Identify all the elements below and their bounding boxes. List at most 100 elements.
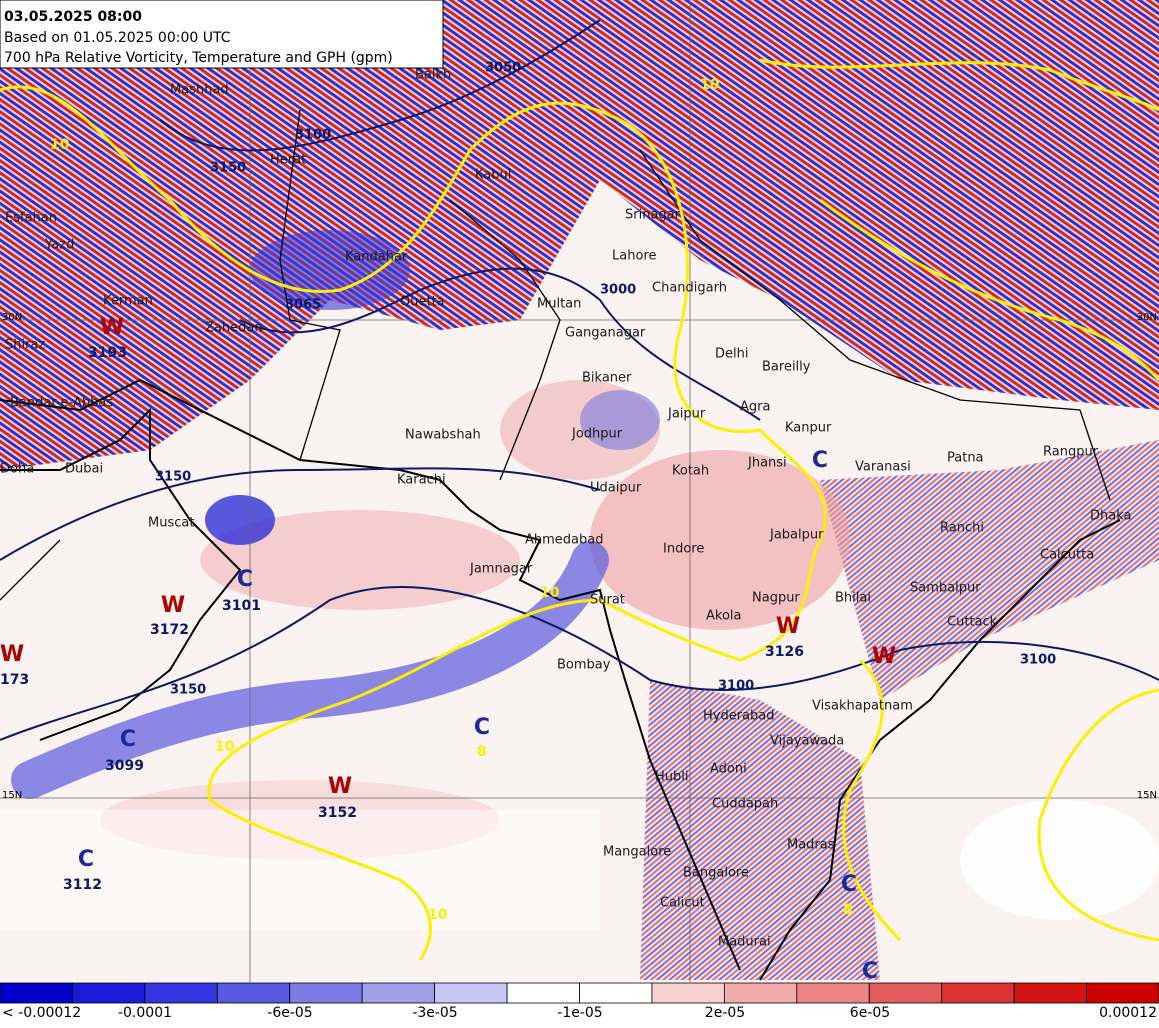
city-label: Balkh xyxy=(415,68,451,83)
city-label: Jodhpur xyxy=(571,427,623,442)
city-label: Ranchi xyxy=(940,521,984,536)
city-label: Varanasi xyxy=(855,460,911,475)
center-letter: C xyxy=(120,727,136,752)
city-label: Calcutta xyxy=(1040,548,1094,563)
city-label: Shiraz xyxy=(5,338,45,353)
colorbar-segment xyxy=(651,982,725,1004)
city-label: Bombay xyxy=(557,658,611,673)
city-label: Quetta xyxy=(400,295,445,310)
colorbar-label: -3e-05 xyxy=(412,1005,457,1021)
center-letter: C xyxy=(78,847,94,872)
city-label: Hubli xyxy=(655,770,689,785)
center-value: 3112 xyxy=(63,877,102,893)
city-label: Doha xyxy=(0,462,34,477)
colorbar-label: -0.0001 xyxy=(118,1005,172,1021)
city-label: Nawabshah xyxy=(405,428,481,443)
center-value: 3193 xyxy=(88,345,127,361)
grid-label: 30N xyxy=(1137,312,1157,323)
colorbar-segment xyxy=(868,982,943,1004)
city-label: Jaipur xyxy=(667,407,706,422)
center-value: 3172 xyxy=(150,622,189,638)
header-based-on: Based on 01.05.2025 00:00 UTC xyxy=(4,30,231,46)
city-label: Herat xyxy=(270,153,306,168)
temperature-label: 10 xyxy=(215,739,235,755)
contour-label: 3100 xyxy=(1020,653,1056,668)
city-label: Vijayawada xyxy=(770,734,844,749)
center-letter: C xyxy=(474,715,490,740)
city-label: Ganganagar xyxy=(565,326,646,341)
city-label: Dhaka xyxy=(1090,509,1131,524)
center-letter: C xyxy=(841,872,857,897)
city-label: Multan xyxy=(537,297,581,312)
center-value: 8 xyxy=(843,902,853,918)
grid-label: 30N xyxy=(2,312,22,323)
contour-label: 3000 xyxy=(600,283,636,298)
temperature-contours xyxy=(0,58,1159,961)
city-label: Bandar-e-Abbas xyxy=(10,396,113,411)
grid xyxy=(0,0,1159,982)
colorbar-segment xyxy=(72,982,146,1004)
colorbar-segment xyxy=(289,982,363,1004)
city-label: Hyderabad xyxy=(703,709,775,724)
center-letter: C xyxy=(862,959,878,984)
city-label: Kanpur xyxy=(785,421,832,436)
grid-label: 15N xyxy=(1137,790,1157,801)
center-letter: C xyxy=(237,567,253,592)
city-label: Esfahan xyxy=(5,211,57,226)
city-label: Delhi xyxy=(715,347,748,362)
contour-label: 3100 xyxy=(295,128,331,143)
colorbar-segment xyxy=(506,982,580,1004)
center-letter: W xyxy=(0,642,24,667)
temperature-label: 10 xyxy=(540,585,560,601)
center-letter: W xyxy=(100,315,124,340)
contour-label: 3150 xyxy=(170,683,206,698)
colorbar-segment xyxy=(796,982,870,1004)
city-label: Surat xyxy=(590,593,625,608)
colorbar-segment xyxy=(723,982,798,1004)
colorbar-segment xyxy=(434,982,508,1004)
colorbar-segment xyxy=(0,982,73,1004)
center-value: 8 xyxy=(477,744,487,760)
city-label: Kabul xyxy=(475,168,511,183)
city-label: Dubai xyxy=(65,462,103,477)
city-label: Jabalpur xyxy=(769,528,824,543)
header-title: 700 hPa Relative Vorticity, Temperature … xyxy=(4,50,393,66)
city-label: Udaipur xyxy=(590,481,642,496)
city-label: Yazd xyxy=(44,238,74,253)
header-date: 03.05.2025 08:00 xyxy=(4,9,142,25)
contour-label: 3050 xyxy=(485,61,521,76)
header-box: 03.05.2025 08:00 Based on 01.05.2025 00:… xyxy=(0,0,444,69)
center-letter: W xyxy=(161,593,185,618)
center-letter: W xyxy=(872,644,896,669)
center-letter: C xyxy=(812,448,828,473)
city-label: Cuttack xyxy=(947,615,998,630)
city-label: Calicut xyxy=(660,896,705,911)
city-label: Indore xyxy=(663,542,704,557)
colorbar-label: < -0.00012 xyxy=(2,1005,81,1021)
city-label: Kandahar xyxy=(345,250,408,265)
temperature-label: 10 xyxy=(50,137,70,153)
center-letter: W xyxy=(328,774,352,799)
center-value: 3101 xyxy=(222,598,261,614)
coastlines xyxy=(0,378,1121,981)
center-value: 3126 xyxy=(765,644,804,660)
city-label: Madurai xyxy=(718,935,771,950)
city-label: Akola xyxy=(706,609,742,624)
city-label: Madras xyxy=(787,838,835,853)
city-label: Nagpur xyxy=(752,591,800,606)
colorbar: < -0.00012 -0.0001 -6e-05 -3e-05 -1e-05 2e-05… xyxy=(0,982,1159,1021)
city-label: Mangalore xyxy=(603,845,671,860)
center-value: 3152 xyxy=(318,805,357,821)
city-label: Patna xyxy=(947,451,984,466)
city-label: Adoni xyxy=(710,762,747,777)
grid-label: 15N xyxy=(2,790,22,801)
city-label: Lahore xyxy=(612,249,656,264)
city-label: Visakhapatnam xyxy=(812,699,913,714)
city-label: Kotah xyxy=(672,464,709,479)
city-label: Sambalpur xyxy=(910,581,981,596)
city-label: Mashhad xyxy=(170,83,229,98)
colorbar-label: -1e-05 xyxy=(557,1005,602,1021)
city-label: Muscat xyxy=(148,516,194,531)
contour-label: 3150 xyxy=(210,161,246,176)
